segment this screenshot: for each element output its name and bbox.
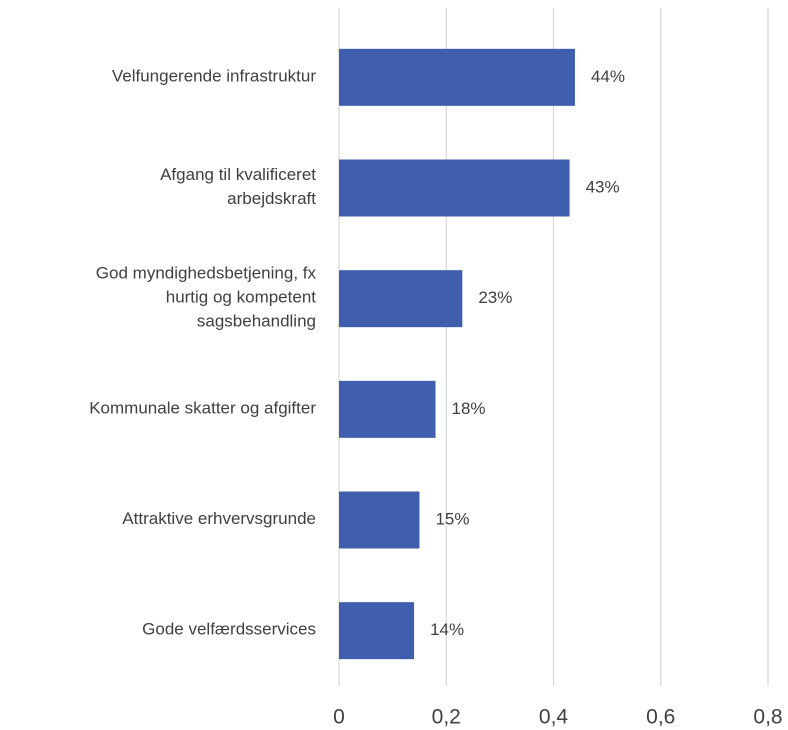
x-tick-label: 0,6	[646, 706, 675, 729]
x-tick-label: 0,8	[753, 706, 782, 729]
y-tick-label: Gode velfærdsservices	[142, 620, 316, 639]
bar	[339, 380, 436, 438]
x-tick-label: 0,4	[539, 706, 569, 729]
x-tick-label: 0,2	[432, 706, 461, 729]
bar	[339, 602, 415, 660]
data-label: 15%	[435, 509, 469, 528]
bar	[339, 159, 570, 217]
data-label: 18%	[452, 399, 486, 418]
bar	[339, 491, 420, 549]
data-label: 43%	[586, 177, 620, 196]
y-tick-label: God myndighedsbetjening, fx hurtig og kom…	[96, 264, 317, 331]
y-tick-label: Kommunale skatter og afgifter	[89, 399, 316, 418]
x-tick-label: 0	[333, 706, 345, 729]
data-label: 44%	[591, 67, 625, 86]
data-label: 23%	[478, 288, 512, 307]
data-label: 14%	[430, 620, 464, 639]
bar	[339, 270, 463, 328]
bar	[339, 48, 575, 106]
y-tick-label: Velfungerende infrastruktur	[112, 67, 316, 86]
y-tick-label: Attraktive erhvervsgrunde	[122, 509, 316, 528]
y-tick-label: Afgang til kvalificeret arbejdskraft	[160, 165, 316, 208]
